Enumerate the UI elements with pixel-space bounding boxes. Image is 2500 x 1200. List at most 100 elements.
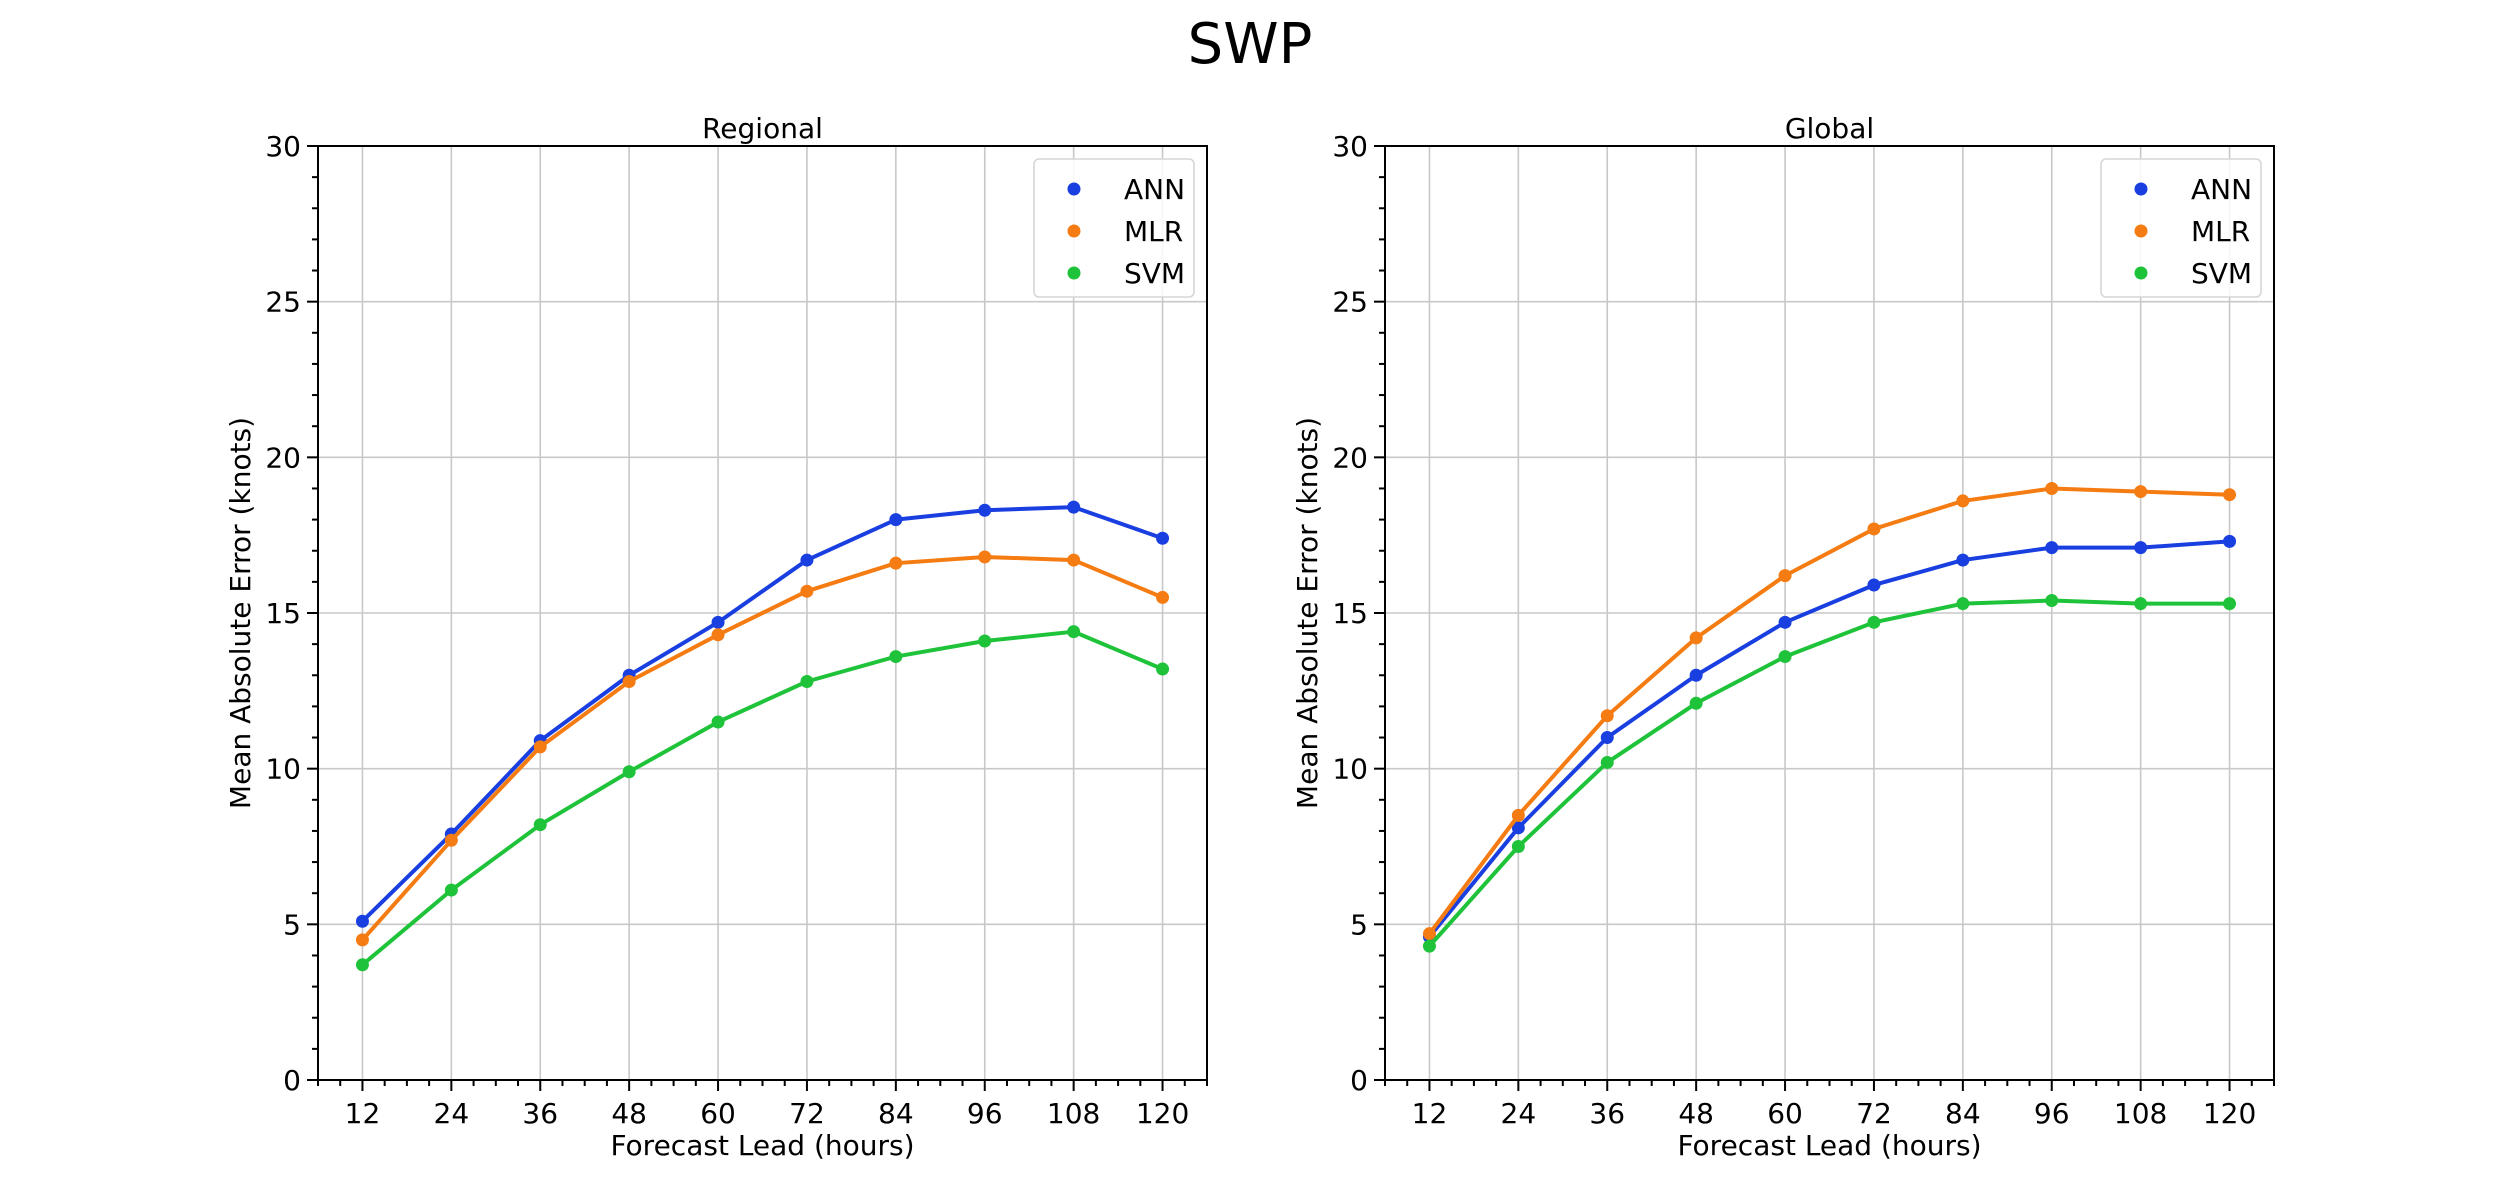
x-tick-label: 108: [1047, 1097, 1100, 1130]
data-point-mlr: [1511, 808, 1525, 822]
data-point-ann: [1067, 500, 1081, 514]
data-point-ann: [1778, 615, 1792, 629]
y-axis-label: Mean Absolute Error (knots): [224, 417, 257, 809]
y-tick-label: 10: [1332, 753, 1368, 786]
data-point-svm: [2134, 597, 2148, 611]
x-tick-label: 48: [1678, 1097, 1714, 1130]
data-point-svm: [711, 715, 725, 729]
data-point-ann: [1689, 668, 1703, 682]
data-point-mlr: [533, 740, 547, 754]
x-tick-label: 24: [434, 1097, 470, 1130]
x-tick-label: 12: [1412, 1097, 1448, 1130]
data-point-mlr: [2134, 485, 2148, 499]
data-point-mlr: [1067, 553, 1081, 567]
data-point-ann: [711, 615, 725, 629]
y-tick-label: 10: [265, 753, 301, 786]
data-point-mlr: [1422, 927, 1436, 941]
data-point-ann: [1867, 578, 1881, 592]
y-tick-label: 25: [265, 286, 301, 319]
data-point-svm: [2223, 597, 2237, 611]
legend-label-svm: SVM: [2191, 257, 2252, 290]
x-tick-label: 108: [2114, 1097, 2167, 1130]
y-tick-label: 20: [265, 441, 301, 474]
data-point-svm: [444, 883, 458, 897]
y-tick-label: 15: [1332, 597, 1368, 630]
y-tick-label: 20: [1332, 441, 1368, 474]
data-point-svm: [978, 634, 992, 648]
data-point-svm: [1867, 615, 1881, 629]
figure-title: SWP: [1188, 12, 1313, 77]
data-point-mlr: [1689, 631, 1703, 645]
y-axis-label: Mean Absolute Error (knots): [1291, 417, 1324, 809]
data-point-mlr: [711, 628, 725, 642]
x-tick-label: 36: [1589, 1097, 1625, 1130]
y-tick-label: 0: [283, 1064, 301, 1097]
y-tick-label: 30: [1332, 130, 1368, 163]
data-point-mlr: [1600, 709, 1614, 723]
data-point-mlr: [444, 833, 458, 847]
data-point-mlr: [2223, 488, 2237, 502]
x-tick-label: 96: [2034, 1097, 2070, 1130]
x-axis-label: Forecast Lead (hours): [1677, 1129, 1981, 1162]
legend-label-mlr: MLR: [1124, 215, 1183, 248]
legend-marker-ann: [1067, 182, 1081, 196]
legend-label-ann: ANN: [2191, 173, 2252, 206]
data-point-mlr: [800, 584, 814, 598]
data-point-svm: [889, 650, 903, 664]
axes-frame: [1384, 145, 2275, 1081]
data-point-mlr: [622, 674, 636, 688]
data-point-ann: [1600, 731, 1614, 745]
series-line-mlr: [1427, 486, 2230, 935]
data-point-svm: [1156, 662, 1170, 676]
y-tick-label: 5: [283, 908, 301, 941]
data-point-ann: [889, 513, 903, 527]
series-line-mlr: [360, 554, 1164, 942]
y-tick-label: 25: [1332, 286, 1368, 319]
x-tick-label: 12: [345, 1097, 381, 1130]
data-point-mlr: [978, 550, 992, 564]
data-point-ann: [978, 503, 992, 517]
data-point-svm: [1067, 625, 1081, 639]
series-line-svm: [1427, 598, 2230, 948]
axes-frame: [317, 145, 1208, 1081]
y-tick-label: 0: [1350, 1064, 1368, 1097]
data-point-svm: [800, 674, 814, 688]
x-tick-label: 24: [1501, 1097, 1537, 1130]
data-point-svm: [2045, 594, 2059, 608]
legend-label-ann: ANN: [1124, 173, 1185, 206]
x-tick-label: 96: [967, 1097, 1003, 1130]
data-point-mlr: [1867, 522, 1881, 536]
data-point-svm: [1689, 696, 1703, 710]
data-point-svm: [622, 765, 636, 779]
data-point-svm: [1422, 939, 1436, 953]
data-point-mlr: [355, 933, 369, 947]
y-tick-label: 15: [265, 597, 301, 630]
chart-global: 12 24 36 48 60 72 84 96 108 120 0 5 10 15 20 25 30 Global…: [1291, 112, 2275, 1162]
x-tick-label: 84: [878, 1097, 914, 1130]
series-line-ann: [361, 505, 1164, 923]
x-tick-label: 120: [2203, 1097, 2256, 1130]
data-point-mlr: [1156, 590, 1170, 604]
data-point-mlr: [1956, 494, 1970, 508]
chart-title: Global: [1785, 112, 1874, 145]
legend-marker-mlr: [2134, 224, 2148, 238]
legend: ANN MLR SVM: [1033, 158, 1195, 298]
x-tick-label: 60: [700, 1097, 736, 1130]
data-point-ann: [1156, 531, 1170, 545]
x-tick-label: 72: [789, 1097, 825, 1130]
data-point-ann: [800, 553, 814, 567]
data-point-ann: [1511, 821, 1525, 835]
x-tick-label: 84: [1945, 1097, 1981, 1130]
legend-label-svm: SVM: [1124, 257, 1185, 290]
data-point-mlr: [2045, 481, 2059, 495]
data-point-mlr: [889, 556, 903, 570]
data-point-ann: [1956, 553, 1970, 567]
x-tick-label: 36: [522, 1097, 558, 1130]
legend-marker-svm: [1067, 266, 1081, 280]
legend-marker-mlr: [1067, 224, 1081, 238]
data-point-ann: [355, 914, 369, 928]
x-tick-label: 60: [1767, 1097, 1803, 1130]
x-axis-label: Forecast Lead (hours): [610, 1129, 914, 1162]
data-point-svm: [355, 958, 369, 972]
data-point-ann: [2223, 534, 2237, 548]
